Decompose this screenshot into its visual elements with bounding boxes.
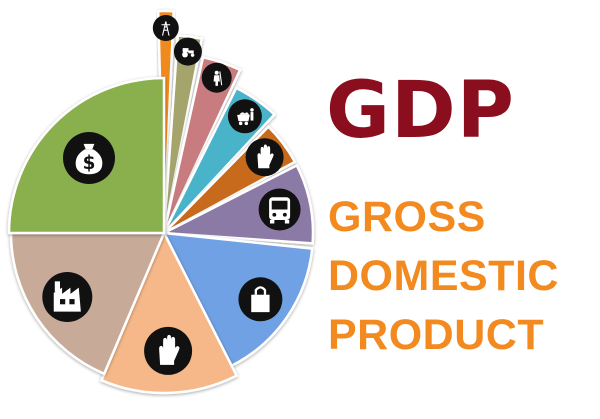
pie-slice-retail <box>161 231 314 368</box>
pie-icons: $ <box>42 15 301 375</box>
hand-icon <box>245 138 284 177</box>
tractor-icon <box>173 37 202 66</box>
farmer-icon <box>201 62 232 93</box>
subtitle-line-gross: GROSS <box>328 193 486 241</box>
gdp-title: GDP <box>326 66 515 156</box>
hand-icon <box>144 326 193 375</box>
power-tower-icon <box>152 15 179 41</box>
money-bag-icon: $ <box>63 132 115 184</box>
pie-slice-services-b <box>99 230 239 395</box>
shopping-bag-icon <box>238 277 283 322</box>
pie-slice-farming <box>162 55 242 234</box>
svg-text:$: $ <box>83 153 96 174</box>
factory-icon <box>42 272 93 322</box>
subtitle-line-product: PRODUCT <box>328 311 545 359</box>
mine-cart-icon <box>227 99 262 134</box>
pie-slice-energy <box>156 9 176 234</box>
pie-slice-agriculture-machinery <box>162 34 204 234</box>
bus-icon <box>258 188 301 231</box>
subtitle-line-domestic: DOMESTIC <box>328 252 559 300</box>
